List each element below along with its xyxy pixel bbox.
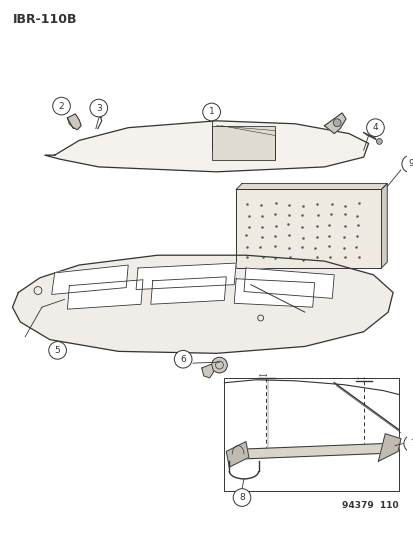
Circle shape (403, 435, 413, 453)
Polygon shape (234, 279, 314, 307)
Polygon shape (201, 364, 213, 378)
Circle shape (49, 342, 66, 359)
Text: 6: 6 (180, 354, 185, 364)
Circle shape (401, 155, 413, 173)
Text: 9: 9 (407, 159, 413, 168)
Circle shape (52, 97, 70, 115)
Text: 4: 4 (372, 123, 377, 132)
Text: 8: 8 (239, 493, 244, 502)
Polygon shape (380, 183, 386, 268)
Bar (224, 378, 398, 491)
Circle shape (90, 99, 107, 117)
Text: IBR-110B: IBR-110B (12, 13, 77, 26)
Polygon shape (243, 268, 333, 298)
Polygon shape (150, 277, 226, 304)
Polygon shape (377, 434, 400, 461)
Circle shape (375, 139, 381, 144)
Text: ←→: ←→ (258, 372, 267, 377)
Circle shape (332, 119, 340, 127)
Text: 1: 1 (208, 108, 214, 117)
Polygon shape (67, 280, 142, 309)
Bar (235, 190, 380, 268)
Circle shape (202, 103, 220, 121)
Text: 5: 5 (55, 346, 60, 355)
Circle shape (233, 489, 250, 506)
Polygon shape (67, 114, 81, 130)
Text: 2: 2 (59, 102, 64, 111)
Polygon shape (235, 183, 386, 190)
Bar (211, 126, 275, 160)
Text: 3: 3 (96, 103, 102, 112)
Circle shape (366, 119, 383, 136)
Polygon shape (136, 263, 235, 289)
Polygon shape (226, 442, 248, 467)
Text: 7: 7 (409, 439, 413, 448)
Polygon shape (234, 443, 382, 459)
Polygon shape (45, 121, 368, 172)
Polygon shape (324, 113, 345, 134)
Circle shape (174, 350, 192, 368)
Circle shape (211, 357, 227, 373)
Text: ←→: ←→ (356, 375, 365, 380)
Text: 94379  110: 94379 110 (342, 502, 398, 510)
Polygon shape (52, 265, 128, 294)
Polygon shape (12, 255, 392, 353)
